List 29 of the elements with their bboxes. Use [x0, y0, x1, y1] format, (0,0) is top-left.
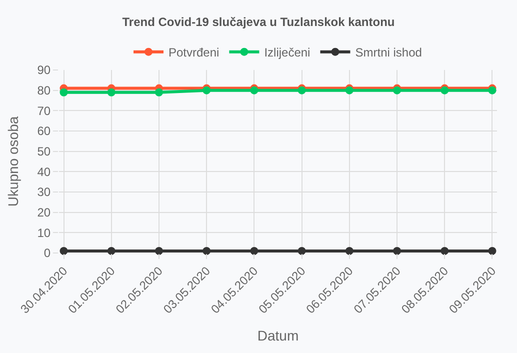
- y-tick-label: 30: [37, 185, 51, 200]
- point: [488, 246, 496, 255]
- y-tick-label: 10: [37, 226, 51, 240]
- point: [154, 246, 163, 255]
- point: [298, 246, 306, 255]
- point: [107, 246, 116, 255]
- y-tick-label: 50: [37, 144, 51, 159]
- legend-label: Izliječeni: [264, 46, 310, 60]
- y-tick-label: 60: [37, 124, 51, 138]
- x-axis-title: Datum: [257, 328, 299, 344]
- chart-title: Trend Covid-19 slučajeva u Tuzlanskok kantonu: [122, 15, 395, 30]
- point: [393, 246, 402, 255]
- point: [107, 88, 116, 96]
- y-tick-label: 90: [37, 63, 51, 78]
- y-tick-label: 70: [37, 104, 51, 118]
- point: [60, 88, 68, 96]
- point: [440, 246, 449, 255]
- point: [250, 246, 258, 255]
- legend-label: Smrtni ishod: [355, 46, 422, 60]
- point: [202, 246, 211, 255]
- legend-label: Potvrđeni: [168, 46, 220, 60]
- point: [345, 246, 354, 255]
- y-tick-label: 40: [37, 164, 51, 179]
- y-tick-label: 20: [37, 206, 51, 220]
- point: [60, 246, 68, 255]
- y-axis-title: Ukupno osoba: [4, 116, 21, 207]
- y-tick-label: 0: [44, 246, 51, 260]
- point: [154, 88, 163, 96]
- y-tick-label: 80: [37, 84, 51, 98]
